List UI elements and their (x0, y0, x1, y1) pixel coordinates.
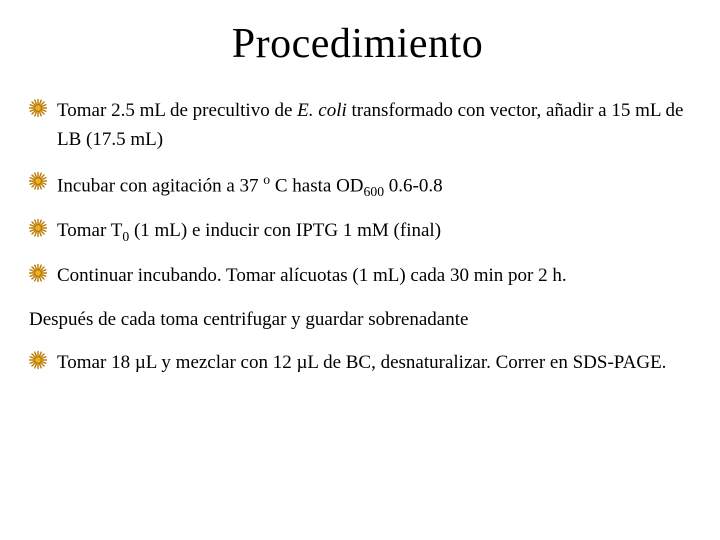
list-item: Tomar 18 µL y mezclar con 12 µL de BC, d… (25, 348, 690, 377)
list-item-text: Incubar con agitación a 37 o C hasta OD6… (57, 169, 690, 202)
sunburst-icon (29, 264, 47, 282)
list-item-text: Tomar 2.5 mL de precultivo de E. coli tr… (57, 96, 690, 155)
sunburst-icon (29, 351, 47, 369)
plain-paragraph: Después de cada toma centrifugar y guard… (25, 305, 690, 334)
sunburst-icon (29, 219, 47, 237)
list-item: Tomar 2.5 mL de precultivo de E. coli tr… (25, 96, 690, 155)
content-list: Tomar 2.5 mL de precultivo de E. coli tr… (25, 96, 690, 378)
list-item: Continuar incubando. Tomar alícuotas (1 … (25, 261, 690, 290)
list-item: Incubar con agitación a 37 o C hasta OD6… (25, 169, 690, 202)
list-item-text: Tomar 18 µL y mezclar con 12 µL de BC, d… (57, 348, 690, 377)
sunburst-icon (29, 172, 47, 190)
list-item: Tomar T0 (1 mL) e inducir con IPTG 1 mM … (25, 216, 690, 247)
slide: Procedimiento Tomar 2.5 mL de precultivo… (0, 0, 720, 540)
page-title: Procedimiento (25, 20, 690, 68)
list-item-text: Tomar T0 (1 mL) e inducir con IPTG 1 mM … (57, 216, 690, 247)
list-item-text: Continuar incubando. Tomar alícuotas (1 … (57, 261, 690, 290)
sunburst-icon (29, 99, 47, 117)
